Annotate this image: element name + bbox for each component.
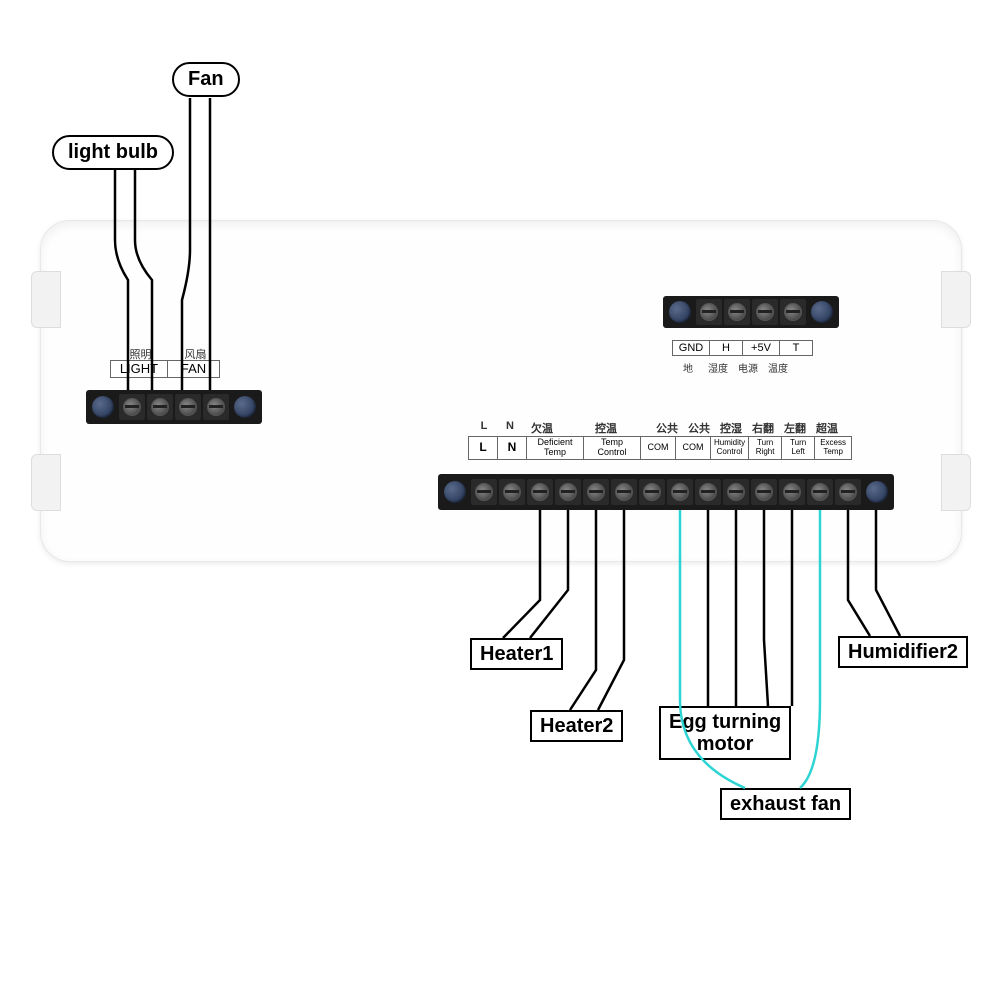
terminal: [807, 479, 833, 505]
sensor-cn-row: 地 湿度 电源 温度: [672, 360, 796, 375]
light-fan-label-table: LIGHT FAN: [110, 360, 220, 378]
terminal: [555, 479, 581, 505]
screw-icon: [234, 396, 256, 418]
sensor-label-table: GND H +5V T: [672, 340, 813, 356]
terminal: [499, 479, 525, 505]
screw-icon: [811, 301, 833, 323]
mounting-tab: [941, 271, 971, 328]
terminal: [147, 394, 173, 420]
terminal: [119, 394, 145, 420]
terminal: [696, 299, 722, 325]
terminal: [583, 479, 609, 505]
screw-icon: [444, 481, 466, 503]
terminal: [723, 479, 749, 505]
screw-icon: [866, 481, 888, 503]
terminal: [667, 479, 693, 505]
callout-heater2: Heater2: [530, 710, 623, 742]
screw-icon: [669, 301, 691, 323]
terminal: [527, 479, 553, 505]
screw-icon: [92, 396, 114, 418]
terminal: [639, 479, 665, 505]
terminal: [695, 479, 721, 505]
terminal: [752, 299, 778, 325]
terminal: [780, 299, 806, 325]
terminal-strip-light-fan: [86, 390, 262, 424]
terminal-strip-sensor: [663, 296, 839, 328]
terminal: [175, 394, 201, 420]
mounting-tab: [31, 454, 61, 511]
callout-exhaust-fan: exhaust fan: [720, 788, 851, 820]
terminal: [751, 479, 777, 505]
terminal: [779, 479, 805, 505]
terminal: [471, 479, 497, 505]
callout-heater1: Heater1: [470, 638, 563, 670]
callout-egg-motor: Egg turning motor: [659, 706, 791, 760]
main-cn-row: L N 欠温 控温 公共 公共 控湿 右翻 左翻 超温: [471, 420, 843, 436]
callout-humidifier2: Humidifier2: [838, 636, 968, 668]
mounting-tab: [31, 271, 61, 328]
terminal: [724, 299, 750, 325]
terminal: [611, 479, 637, 505]
terminal: [835, 479, 861, 505]
callout-fan: Fan: [172, 62, 240, 97]
terminal-strip-main: [438, 474, 894, 510]
callout-light-bulb: light bulb: [52, 135, 174, 170]
main-label-table: L N Deficient Temp Temp Control COM COM …: [468, 436, 852, 460]
mounting-tab: [941, 454, 971, 511]
terminal: [203, 394, 229, 420]
